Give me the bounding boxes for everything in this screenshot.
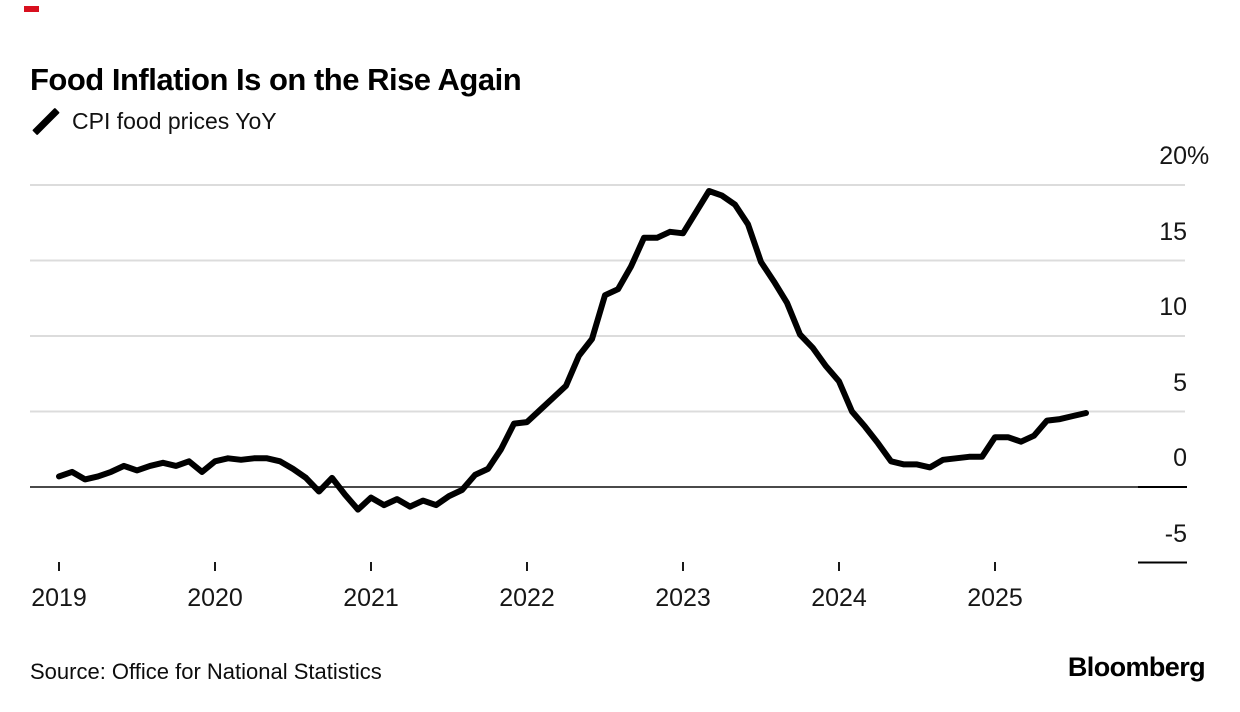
source-note: Source: Office for National Statistics: [30, 659, 382, 684]
y-axis-label: 0: [1173, 444, 1187, 472]
x-axis-label: 2024: [811, 584, 867, 612]
cpi-food-line-series: [56, 188, 1089, 513]
x-axis-label: 2025: [967, 584, 1023, 612]
chart-legend: CPI food prices YoY: [30, 104, 277, 138]
y-axis-label: 20%: [1159, 138, 1209, 174]
percent-suffix: %: [1187, 142, 1210, 170]
legend-series-label: CPI food prices YoY: [72, 108, 277, 134]
x-axis-label: 2023: [655, 584, 711, 612]
x-axis-label: 2020: [187, 584, 243, 612]
chart-title: Food Inflation Is on the Rise Again: [30, 61, 522, 97]
y-axis-label: 15: [1159, 217, 1187, 246]
x-axis-label: 2022: [499, 584, 555, 612]
x-axis-label: 2021: [343, 584, 399, 612]
y-axis-label: -5: [1164, 519, 1187, 548]
bloomberg-red-mark: [24, 6, 39, 12]
y-axis-label: 10: [1159, 293, 1187, 321]
y-axis-label: 5: [1173, 368, 1187, 397]
x-axis-label: 2019: [31, 584, 87, 612]
bloomberg-logo: Bloomberg: [1067, 652, 1206, 682]
